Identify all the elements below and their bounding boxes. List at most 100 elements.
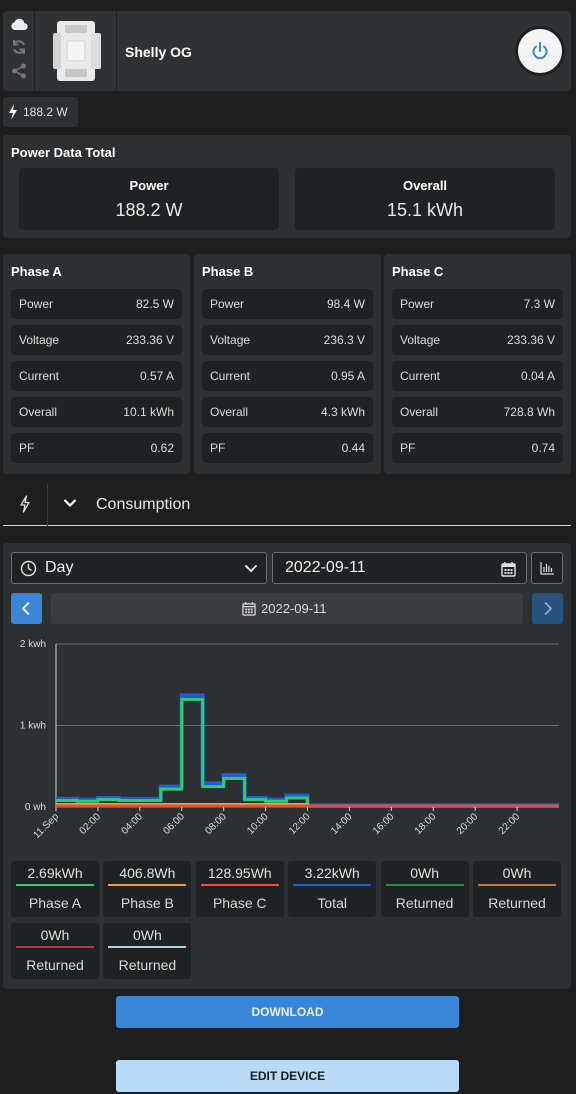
phase-a-row-overall: Overall 10.1 kWh bbox=[11, 397, 182, 427]
legend-color-line bbox=[16, 946, 94, 948]
row-value: 0.62 bbox=[150, 441, 174, 455]
row-value: 82.5 W bbox=[135, 297, 174, 311]
row-label: PF bbox=[19, 441, 35, 455]
total-overall-box: Overall 15.1 kWh bbox=[295, 168, 555, 230]
date-nav-display[interactable]: 2022-09-11 bbox=[51, 593, 523, 624]
series-line-total bbox=[56, 693, 559, 808]
phase-a-card: Phase A Power 82.5 W Voltage 233.36 V Curr… bbox=[3, 254, 190, 474]
series-line-phase_a bbox=[56, 697, 559, 808]
x-tick-label: 10:00 bbox=[245, 811, 271, 837]
y-tick-label: 2 kwh bbox=[20, 639, 46, 650]
row-label: PF bbox=[400, 441, 416, 455]
legend-value: 3.22kWh bbox=[304, 865, 360, 881]
row-value: 7.3 W bbox=[523, 297, 555, 311]
phase-b-card: Phase B Power 98.4 W Voltage 236.3 V Curre… bbox=[194, 254, 381, 474]
phase-c-row-overall: Overall 728.8 Wh bbox=[392, 397, 563, 427]
legend-value: 406.8Wh bbox=[119, 865, 176, 881]
phase-b-row-power: Power 98.4 W bbox=[202, 289, 373, 319]
legend-name: Returned bbox=[488, 895, 546, 911]
x-tick-label: 04:00 bbox=[119, 811, 145, 837]
legend-item[interactable]: 0Wh Returned bbox=[380, 861, 469, 917]
edit-device-button[interactable]: EDIT DEVICE bbox=[116, 1060, 459, 1092]
row-label: Power bbox=[19, 297, 54, 311]
legend-item[interactable]: 0Wh Returned bbox=[103, 923, 192, 979]
total-power-value: 188.2 W bbox=[115, 200, 183, 220]
consumption-label: Consumption bbox=[96, 496, 191, 513]
legend-name: Phase C bbox=[212, 895, 267, 911]
legend-color-line bbox=[200, 884, 279, 886]
total-power-label: Power bbox=[129, 178, 169, 193]
chart-y-ticks: 2 kwh 1 kwh 0 wh bbox=[20, 639, 46, 813]
row-label: Power bbox=[400, 297, 435, 311]
cloud-icon bbox=[11, 18, 28, 31]
legend-item[interactable]: 0Wh Returned bbox=[473, 861, 561, 917]
consumption-header[interactable]: Consumption bbox=[3, 484, 571, 526]
sync-icon[interactable] bbox=[11, 39, 27, 55]
calendar-icon bbox=[242, 601, 256, 616]
legend-value: 0Wh bbox=[410, 865, 439, 881]
share-icon[interactable] bbox=[11, 63, 27, 79]
row-label: Power bbox=[210, 297, 245, 311]
legend-color-line bbox=[385, 884, 464, 886]
phase-a-title: Phase A bbox=[11, 264, 62, 279]
phase-b-title: Phase B bbox=[202, 264, 254, 279]
legend-item[interactable]: 128.95Wh Phase C bbox=[195, 861, 284, 917]
phase-b-row-voltage: Voltage 236.3 V bbox=[202, 325, 373, 355]
lightning-icon bbox=[9, 104, 17, 120]
x-tick-label: 16:00 bbox=[371, 811, 397, 837]
row-value: 10.1 kWh bbox=[123, 405, 174, 419]
row-value: 236.3 V bbox=[323, 333, 365, 347]
x-tick-label: 20:00 bbox=[455, 811, 481, 837]
legend-name: Phase B bbox=[120, 895, 174, 911]
row-value: 728.8 Wh bbox=[503, 405, 555, 419]
phase-b-row-pf: PF 0.44 bbox=[202, 433, 373, 463]
x-tick-label: 02:00 bbox=[78, 811, 104, 837]
power-icon bbox=[532, 42, 548, 60]
phase-c-row-pf: PF 0.74 bbox=[392, 433, 563, 463]
legend-name: Returned bbox=[26, 957, 84, 973]
chart-legend: 2.69kWh Phase A 406.8Wh Phase B 128.95Wh Phas… bbox=[11, 861, 563, 981]
power-data-total-title: Power Data Total bbox=[11, 145, 116, 160]
row-label: Overall bbox=[19, 405, 58, 419]
x-tick-label: 08:00 bbox=[203, 811, 229, 837]
legend-color-line bbox=[108, 946, 187, 948]
bar-chart-icon bbox=[540, 562, 554, 575]
row-value: 0.74 bbox=[531, 441, 555, 455]
row-value: 0.57 A bbox=[139, 369, 174, 383]
power-badge-value: 188.2 W bbox=[23, 105, 68, 119]
download-button[interactable]: DOWNLOAD bbox=[116, 996, 459, 1028]
legend-name: Phase A bbox=[28, 895, 82, 911]
legend-item[interactable]: 406.8Wh Phase B bbox=[103, 861, 192, 917]
period-select[interactable]: Day bbox=[11, 552, 267, 584]
date-input[interactable]: 2022-09-11 bbox=[272, 552, 527, 584]
phase-a-row-current: Current 0.57 A bbox=[11, 361, 182, 391]
row-label: Current bbox=[400, 369, 441, 383]
legend-item[interactable]: 0Wh Returned bbox=[11, 923, 99, 979]
legend-color-line bbox=[293, 884, 372, 886]
chevron-down-icon[interactable] bbox=[63, 498, 77, 508]
chart-grid bbox=[55, 643, 559, 808]
phase-a-row-power: Power 82.5 W bbox=[11, 289, 182, 319]
legend-item[interactable]: 2.69kWh Phase A bbox=[11, 861, 99, 917]
legend-color-line bbox=[108, 884, 187, 886]
chart-type-button[interactable] bbox=[531, 552, 563, 584]
chart-series bbox=[56, 693, 559, 808]
x-tick-label: 22:00 bbox=[497, 811, 523, 837]
lightning-outline-icon bbox=[20, 495, 30, 513]
legend-value: 2.69kWh bbox=[27, 865, 83, 881]
phase-c-row-voltage: Voltage 233.36 V bbox=[392, 325, 563, 355]
phase-c-title: Phase C bbox=[392, 264, 444, 279]
power-toggle-button[interactable] bbox=[515, 26, 565, 76]
device-image bbox=[36, 11, 117, 91]
row-label: Current bbox=[210, 369, 251, 383]
calendar-icon[interactable] bbox=[501, 561, 516, 577]
next-day-button[interactable] bbox=[532, 593, 563, 624]
power-badge: 188.2 W bbox=[3, 97, 78, 127]
prev-day-button[interactable] bbox=[11, 593, 42, 624]
row-label: Voltage bbox=[19, 333, 60, 347]
phase-c-card: Phase C Power 7.3 W Voltage 233.36 V Curre… bbox=[384, 254, 571, 474]
legend-item[interactable]: 3.22kWh Total bbox=[288, 861, 377, 917]
total-overall-label: Overall bbox=[402, 178, 448, 193]
x-tick-label: 12:00 bbox=[287, 811, 313, 837]
row-value: 0.04 A bbox=[520, 369, 555, 383]
